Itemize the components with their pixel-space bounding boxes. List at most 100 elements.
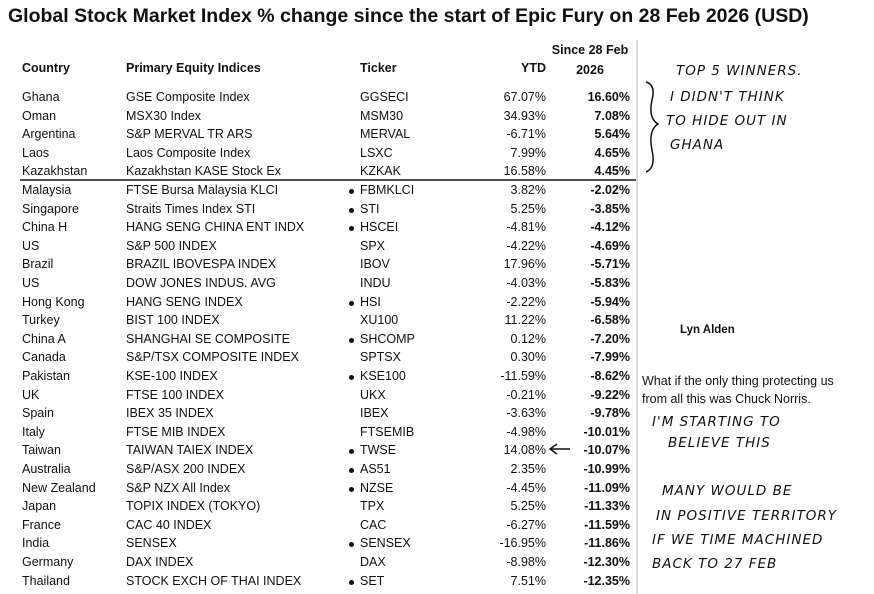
ticker: KZKAK <box>360 164 401 179</box>
column-header: YTD <box>521 61 546 75</box>
index-name: TAIWAN TAIEX INDEX <box>126 443 254 458</box>
ytd: 0.30% <box>510 350 546 365</box>
bullet <box>349 449 354 455</box>
country: Hong Kong <box>22 294 85 309</box>
ticker: MSM30 <box>360 108 404 123</box>
ticker: NZSE <box>360 480 394 495</box>
since-change: -11.33% <box>584 499 630 514</box>
ticker: UKX <box>360 387 386 402</box>
country: France <box>22 517 61 532</box>
since-change: -9.78% <box>590 406 630 421</box>
country: Argentina <box>22 127 76 142</box>
ticker: SET <box>360 573 385 588</box>
since-change: -5.83% <box>590 276 630 290</box>
ytd: -6.27% <box>506 517 546 532</box>
ytd: -4.03% <box>506 276 546 290</box>
ticker: IBOV <box>360 257 390 272</box>
since-change: -11.09% <box>584 480 630 495</box>
country: US <box>22 238 40 253</box>
index-name: FTSE MIB INDEX <box>126 424 226 439</box>
since-change: -9.22% <box>590 387 630 402</box>
bullet <box>349 579 354 585</box>
handwritten-note: TO HIDE OUT IN <box>666 113 788 129</box>
ytd: -11.59% <box>500 369 546 383</box>
ytd: 16.58% <box>503 164 546 179</box>
bullet <box>349 226 354 232</box>
ytd: 2.35% <box>510 462 546 476</box>
since-change: -11.86% <box>584 536 630 551</box>
index-name: S&P MERVAL TR ARS <box>126 127 253 142</box>
comment: from all this was Chuck Norris. <box>642 392 811 406</box>
column-header: Primary Equity Indices <box>126 61 261 75</box>
index-name: SHANGHAI SE COMPOSITE <box>126 331 290 346</box>
country: Singapore <box>22 201 79 216</box>
country: Turkey <box>22 313 60 328</box>
ytd: 5.25% <box>510 499 546 514</box>
comment: What if the only thing protecting us <box>642 374 834 388</box>
index-name: S&P/TSX COMPOSITE INDEX <box>126 350 299 365</box>
ytd: -4.22% <box>506 238 546 253</box>
since-change: -8.62% <box>590 369 630 383</box>
country: Italy <box>22 424 45 439</box>
index-name: HANG SENG CHINA ENT INDX <box>126 220 305 235</box>
ytd: -2.22% <box>506 294 546 309</box>
arrow-head <box>548 443 558 455</box>
country: Spain <box>22 406 54 421</box>
country: Canada <box>22 350 66 365</box>
ytd: 3.82% <box>510 183 546 197</box>
since-change: -10.01% <box>583 424 630 439</box>
ytd: 67.07% <box>503 90 546 104</box>
ticker: HSCEI <box>360 220 399 235</box>
bullet <box>349 300 354 306</box>
country: Malaysia <box>22 183 72 197</box>
ticker: DAX <box>360 555 386 569</box>
index-name: S&P NZX All Index <box>126 480 230 495</box>
handwritten-note: MANY WOULD BE <box>662 483 793 499</box>
column-header: Country <box>22 61 70 75</box>
country: US <box>22 276 40 290</box>
index-name: FTSE 100 INDEX <box>126 387 224 402</box>
index-name: HANG SENG INDEX <box>126 294 243 309</box>
since-change: -5.94% <box>590 294 630 309</box>
ytd: 11.22% <box>504 313 546 328</box>
country: Taiwan <box>22 443 61 458</box>
bullet <box>349 486 354 492</box>
ticker: TPX <box>360 499 385 514</box>
since-change: -7.99% <box>590 350 630 365</box>
ytd: -0.21% <box>506 387 546 402</box>
index-name: GSE Composite Index <box>126 90 250 104</box>
ticker: SPTSX <box>360 350 401 365</box>
country: China A <box>22 331 66 346</box>
since-change: -2.02% <box>590 183 630 197</box>
handwritten-note: TOP 5 WINNERS. <box>676 63 803 79</box>
handwritten-note: GHANA <box>670 137 725 153</box>
since-change: -5.71% <box>590 257 630 272</box>
ticker: SPX <box>360 238 386 253</box>
ticker: STI <box>360 201 380 216</box>
since-change: -12.30% <box>583 555 630 569</box>
index-name: FTSE Bursa Malaysia KLCI <box>126 183 279 197</box>
index-name: Straits Times Index STI <box>126 201 256 216</box>
index-name: Laos Composite Index <box>126 145 251 160</box>
column-header: Since 28 Feb 2026 <box>551 43 629 77</box>
ticker: TWSE <box>360 443 397 458</box>
since-change: 16.60% <box>587 90 630 104</box>
index-name: MSX30 Index <box>126 108 202 123</box>
country: Thailand <box>22 573 70 588</box>
ticker: KSE100 <box>360 369 406 383</box>
since-change: -11.59% <box>584 517 630 532</box>
ytd: -4.98% <box>506 424 546 439</box>
index-name: S&P 500 INDEX <box>126 238 217 253</box>
bullet <box>349 542 354 548</box>
since-change: -4.12% <box>590 220 630 235</box>
since-change: -12.35% <box>583 573 630 588</box>
ytd: 7.51% <box>510 573 546 588</box>
country: Oman <box>22 108 57 123</box>
index-name: BIST 100 INDEX <box>126 313 220 328</box>
handwritten-note: I'M STARTING TO <box>652 414 781 430</box>
since-change: 5.64% <box>594 127 630 142</box>
ytd: 5.25% <box>510 201 546 216</box>
bracket <box>645 81 660 173</box>
ytd: -16.95% <box>499 536 546 551</box>
